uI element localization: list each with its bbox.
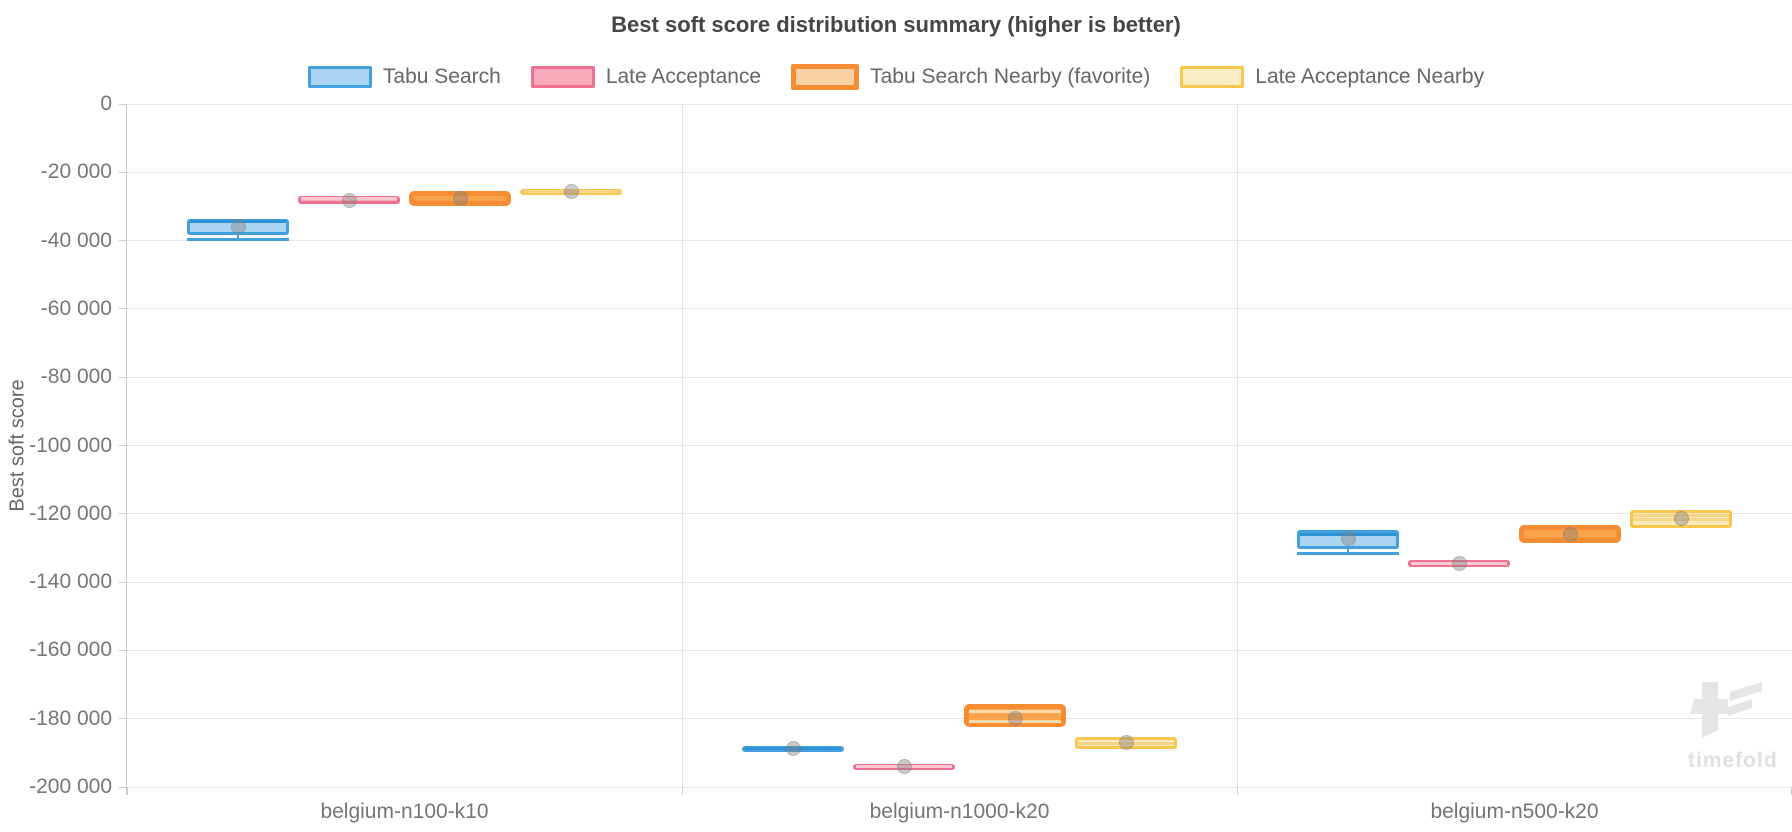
mean-dot [1562,526,1578,542]
y-tick [119,308,127,310]
legend-swatch-icon [307,66,372,88]
y-tick [119,786,127,788]
gridline [127,376,1792,378]
y-tick-label: -160 000 [29,638,112,662]
y-tick-label: -60 000 [40,296,112,320]
x-tick [126,787,128,795]
y-tick [119,445,127,446]
mean-dot [1340,530,1356,546]
y-tick-label: -20 000 [40,160,112,184]
y-tick-label: 0 [100,92,112,115]
y-tick-label: -100 000 [29,433,112,457]
y-tick-label: -120 000 [29,501,112,525]
x-tick [681,787,683,795]
mean-dot [563,183,579,199]
y-tick-label: -40 000 [40,228,112,252]
x-tick [1236,787,1238,795]
legend-item-late-acceptance-nearby: Late Acceptance Nearby [1180,65,1484,89]
gridline [127,513,1792,515]
legend-swatch-icon [530,66,595,88]
timefold-logo-icon [1690,682,1762,738]
mean-dot [1007,711,1023,727]
y-tick-label: -200 000 [29,775,112,798]
whisker-connector [237,235,239,240]
gridline [127,786,1792,788]
whisker-min-line [1297,551,1399,555]
legend: Tabu Search Late Acceptance Tabu Search … [0,64,1792,90]
y-tick-label: -80 000 [40,365,112,389]
y-axis-line [126,104,127,795]
mean-dot [896,759,912,774]
x-tick [1790,787,1792,795]
whisker-connector [1347,549,1349,554]
mean-dot [1451,555,1467,571]
legend-swatch-icon [1180,66,1245,88]
gridline [127,718,1792,720]
mean-dot [785,741,801,757]
y-tick [119,581,127,583]
legend-label: Late Acceptance Nearby [1255,65,1485,88]
panel-separator [1236,104,1238,787]
y-tick [119,103,127,105]
timefold-watermark: timefold [1688,680,1778,773]
y-tick [119,171,127,173]
chart-title: Best soft score distribution summary (hi… [611,12,1181,37]
watermark-text: timefold [1688,749,1778,772]
legend-swatch-icon [791,64,860,90]
gridline [127,308,1792,310]
category-label: belgium-n500-k20 [1430,800,1599,823]
y-tick [119,718,127,720]
gridline [127,103,1792,105]
gridline [127,171,1792,173]
gridline [127,581,1792,583]
legend-label: Tabu Search Nearby (favorite) [870,65,1151,88]
whisker-min-line [187,237,289,241]
category-label: belgium-n1000-k20 [869,800,1050,823]
mean-dot [452,191,468,207]
y-tick-label: -140 000 [29,570,112,594]
y-tick [119,376,127,378]
legend-item-tabu-search: Tabu Search [307,65,501,89]
y-tick-label: -180 000 [29,706,112,730]
y-tick [119,649,127,651]
gridline [127,445,1792,446]
legend-label: Late Acceptance [605,65,762,88]
gridline [127,649,1792,651]
category-label: belgium-n100-k10 [320,800,489,823]
y-tick [119,513,127,515]
legend-item-tabu-search-nearby: Tabu Search Nearby (favorite) [791,64,1150,90]
legend-label: Tabu Search [382,65,501,88]
legend-item-late-acceptance: Late Acceptance [530,65,762,89]
gridline [127,240,1792,242]
panel-separator [681,104,683,787]
mean-dot [230,219,246,235]
mean-dot [1118,735,1134,751]
y-tick [119,240,127,242]
mean-dot [341,192,357,208]
mean-dot [1673,510,1689,526]
